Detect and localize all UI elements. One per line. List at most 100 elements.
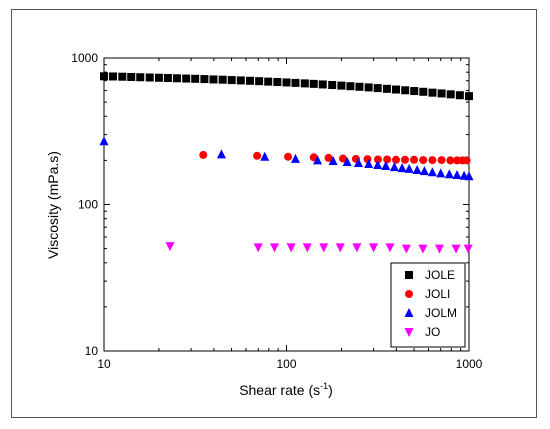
data-point-joli bbox=[419, 156, 428, 165]
data-point-joli bbox=[284, 152, 293, 161]
data-point-jolm bbox=[464, 171, 474, 181]
legend: JOLE JOLI JOLM JO bbox=[390, 262, 466, 348]
data-point-jole bbox=[428, 88, 437, 97]
legend-marker-jo bbox=[404, 328, 414, 337]
y-axis-title: Viscosity (mPa.s) bbox=[45, 151, 61, 259]
data-point-jolm bbox=[313, 155, 323, 165]
data-point-jolm bbox=[397, 163, 407, 173]
data-point-jo bbox=[401, 244, 411, 254]
data-point-jo bbox=[385, 243, 395, 253]
data-point-jole bbox=[391, 85, 400, 94]
legend-marker-joli bbox=[405, 290, 413, 298]
data-point-jole bbox=[127, 72, 136, 81]
data-point-jo bbox=[286, 243, 296, 253]
data-point-joli bbox=[339, 154, 348, 163]
data-point-jolm bbox=[373, 160, 383, 170]
data-point-jolm bbox=[328, 156, 338, 166]
data-point-jole bbox=[337, 81, 346, 90]
legend-item-jole: JOLE bbox=[405, 268, 455, 282]
data-point-jole bbox=[191, 74, 200, 83]
series-jo bbox=[165, 242, 473, 254]
data-point-jolm bbox=[364, 158, 374, 168]
data-point-jole bbox=[118, 72, 127, 81]
x-tick-label: 10 bbox=[97, 357, 111, 371]
data-point-jole bbox=[264, 77, 273, 86]
data-point-jole bbox=[182, 74, 191, 83]
data-point-jole bbox=[172, 74, 181, 83]
legend-item-jolm: JOLM bbox=[404, 306, 457, 320]
legend-label-jo: JO bbox=[425, 325, 440, 339]
data-point-jo bbox=[434, 244, 444, 254]
y-tick-label: 10 bbox=[85, 344, 99, 358]
data-point-joli bbox=[373, 155, 382, 164]
data-point-jole bbox=[300, 79, 309, 88]
axis-ticks bbox=[103, 57, 470, 352]
data-point-jole bbox=[218, 75, 227, 84]
data-point-jole bbox=[282, 78, 291, 87]
legend-item-jo: JO bbox=[404, 325, 440, 339]
data-point-jo bbox=[369, 243, 379, 253]
data-point-jolm bbox=[99, 136, 109, 146]
data-point-jole bbox=[154, 73, 163, 82]
legend-box bbox=[390, 262, 466, 348]
data-point-jolm bbox=[427, 167, 437, 177]
data-point-jole bbox=[446, 90, 455, 99]
legend-marker-jole bbox=[405, 271, 413, 279]
legend-label-jole: JOLE bbox=[425, 268, 455, 282]
y-tick-label: 1000 bbox=[71, 51, 98, 65]
x-axis-title: Shear rate (s-1) bbox=[239, 381, 333, 398]
data-point-jole bbox=[328, 81, 337, 90]
data-point-jo bbox=[270, 243, 280, 253]
data-point-joli bbox=[391, 155, 400, 164]
data-point-joli bbox=[428, 156, 437, 165]
legend-label-joli: JOLI bbox=[425, 287, 450, 301]
data-point-jole bbox=[255, 77, 264, 86]
data-point-jole bbox=[373, 84, 382, 93]
data-point-jole bbox=[355, 82, 364, 91]
data-point-jolm bbox=[444, 169, 454, 179]
data-point-jole bbox=[136, 73, 145, 82]
data-point-jolm bbox=[452, 169, 462, 179]
legend-marker-jolm bbox=[404, 308, 414, 317]
data-point-jole bbox=[364, 83, 373, 92]
data-point-joli bbox=[199, 150, 208, 159]
series-jolm bbox=[99, 136, 474, 181]
data-point-jole bbox=[437, 89, 446, 98]
data-point-joli bbox=[324, 153, 333, 162]
data-point-joli bbox=[462, 156, 471, 165]
data-point-jo bbox=[335, 243, 345, 253]
data-point-jole bbox=[346, 82, 355, 91]
data-markers bbox=[99, 72, 474, 254]
data-point-jole bbox=[108, 72, 117, 81]
series-joli bbox=[199, 150, 471, 165]
x-tick-label: 1000 bbox=[456, 357, 483, 371]
data-point-joli bbox=[437, 156, 446, 165]
tick-labels: 10 100 1000 10 100 1000 bbox=[71, 51, 482, 371]
data-point-jole bbox=[209, 75, 218, 84]
figure-frame bbox=[11, 9, 537, 418]
data-point-jolm bbox=[381, 161, 391, 171]
data-point-joli bbox=[253, 151, 262, 160]
legend-item-joli: JOLI bbox=[405, 287, 450, 301]
legend-label-jolm: JOLM bbox=[425, 306, 457, 320]
data-point-jole bbox=[163, 74, 172, 83]
data-point-jole bbox=[200, 75, 209, 84]
y-tick-label: 100 bbox=[78, 198, 98, 212]
series-jole bbox=[100, 72, 473, 101]
data-point-joli bbox=[383, 155, 392, 164]
data-point-jolm bbox=[353, 157, 363, 167]
data-point-jolm bbox=[342, 157, 352, 167]
data-point-jole bbox=[455, 91, 464, 100]
data-point-jole bbox=[291, 78, 300, 87]
data-point-jolm bbox=[389, 162, 399, 172]
data-point-jole bbox=[227, 76, 236, 85]
data-point-jole bbox=[145, 73, 154, 82]
data-point-jolm bbox=[216, 149, 226, 159]
data-point-jole bbox=[419, 87, 428, 96]
data-point-jo bbox=[352, 243, 362, 253]
data-point-jole bbox=[318, 80, 327, 89]
data-point-joli bbox=[410, 155, 419, 164]
x-axis-title-superscript: -1 bbox=[320, 381, 328, 391]
data-point-jo bbox=[463, 244, 473, 254]
